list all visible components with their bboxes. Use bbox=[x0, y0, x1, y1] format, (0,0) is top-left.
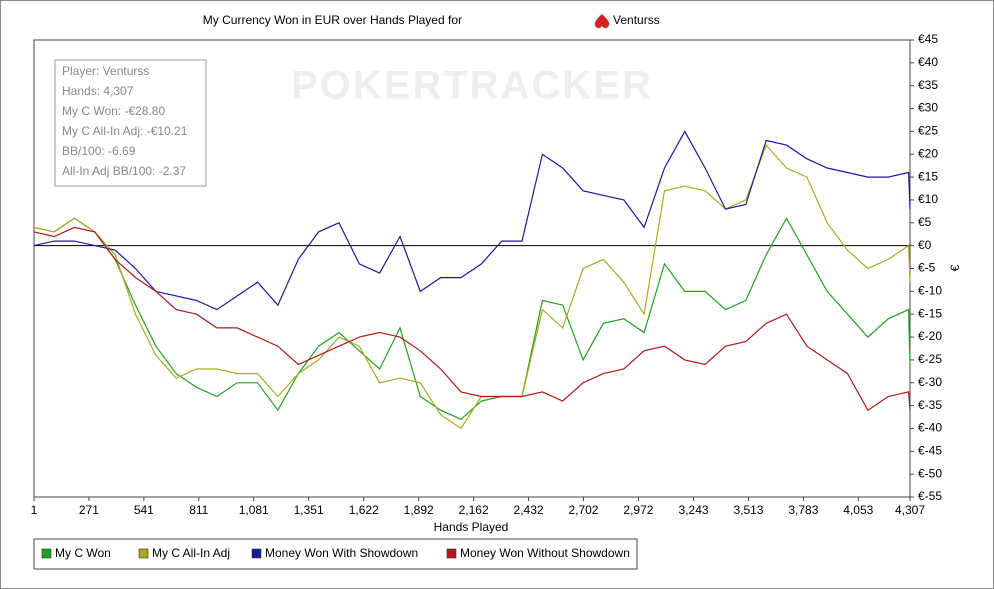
y-tick-label: €-15 bbox=[918, 306, 942, 320]
y-tick-label: €10 bbox=[918, 192, 938, 206]
y-tick-label: €-45 bbox=[918, 443, 942, 457]
info-box: Player: Venturss Hands: 4,307 My C Won: -€… bbox=[54, 59, 207, 187]
series-line bbox=[33, 226, 911, 412]
y-tick-label: €-20 bbox=[918, 329, 942, 343]
x-tick-label: 2,432 bbox=[514, 503, 544, 517]
y-tick-label: €5 bbox=[918, 215, 932, 229]
y-tick-label: €-25 bbox=[918, 352, 942, 366]
info-line: My C All-In Adj: -€10.21 bbox=[62, 124, 188, 138]
legend-label: My C Won bbox=[55, 546, 111, 560]
y-tick-label: €40 bbox=[918, 55, 938, 69]
info-box-frame bbox=[54, 59, 207, 187]
y-tick-label: €25 bbox=[918, 124, 938, 138]
legend-label: Money Won Without Showdown bbox=[460, 546, 630, 560]
x-tick-label: 3,243 bbox=[679, 503, 709, 517]
y-tick-label: €-10 bbox=[918, 284, 942, 298]
y-tick-label: €-50 bbox=[918, 466, 942, 480]
x-tick-label: 4,307 bbox=[895, 503, 925, 517]
y-tick-label: €15 bbox=[918, 169, 938, 183]
info-line: BB/100: -6.69 bbox=[62, 144, 136, 158]
info-line: Hands: 4,307 bbox=[62, 84, 134, 98]
y-tick-label: €-5 bbox=[918, 261, 936, 275]
x-axis-label: Hands Played bbox=[434, 520, 509, 534]
x-tick-label: 1,622 bbox=[349, 503, 379, 517]
chart-title: My Currency Won in EUR over Hands Played… bbox=[203, 13, 462, 27]
legend-swatch bbox=[251, 548, 262, 559]
x-tick-label: 1,892 bbox=[404, 503, 434, 517]
x-tick-label: 3,513 bbox=[733, 503, 763, 517]
series-line bbox=[33, 130, 911, 311]
x-tick-label: 271 bbox=[79, 503, 99, 517]
x-tick-label: 1 bbox=[31, 503, 38, 517]
y-tick-label: €30 bbox=[918, 101, 938, 115]
info-line: My C Won: -€28.80 bbox=[62, 104, 165, 118]
x-tick-label: 3,783 bbox=[788, 503, 818, 517]
info-line: Player: Venturss bbox=[62, 64, 149, 78]
legend-swatch bbox=[41, 548, 52, 559]
legend-label: My C All-In Adj bbox=[152, 546, 230, 560]
chart-title-player: Venturss bbox=[613, 13, 660, 27]
x-tick-label: 2,162 bbox=[459, 503, 489, 517]
y-tick-label: €45 bbox=[918, 32, 938, 46]
y-tick-label: €-55 bbox=[918, 489, 942, 503]
y-tick-label: €-35 bbox=[918, 398, 942, 412]
x-tick-label: 811 bbox=[189, 503, 208, 517]
x-tick-label: 1,351 bbox=[294, 503, 324, 517]
legend-label: Money Won With Showdown bbox=[265, 546, 418, 560]
y-axis-label: € bbox=[948, 264, 962, 271]
y-tick-label: €20 bbox=[918, 146, 938, 160]
x-tick-label: 2,972 bbox=[623, 503, 653, 517]
legend-swatch bbox=[446, 548, 457, 559]
x-tick-label: 1,081 bbox=[239, 503, 269, 517]
x-tick-label: 4,053 bbox=[843, 503, 873, 517]
watermark: POKERTRACKER bbox=[291, 64, 653, 108]
x-tick-label: 541 bbox=[134, 503, 154, 517]
y-tick-label: €0 bbox=[918, 238, 932, 252]
y-tick-label: €-30 bbox=[918, 375, 942, 389]
legend-swatch bbox=[138, 548, 149, 559]
series-line bbox=[33, 216, 911, 421]
y-tick-label: €-40 bbox=[918, 421, 942, 435]
spade-icon bbox=[594, 14, 610, 29]
x-tick-label: 2,702 bbox=[568, 503, 598, 517]
info-line: All-In Adj BB/100: -2.37 bbox=[62, 164, 186, 178]
y-tick-label: €35 bbox=[918, 78, 938, 92]
legend-frame bbox=[33, 538, 638, 570]
